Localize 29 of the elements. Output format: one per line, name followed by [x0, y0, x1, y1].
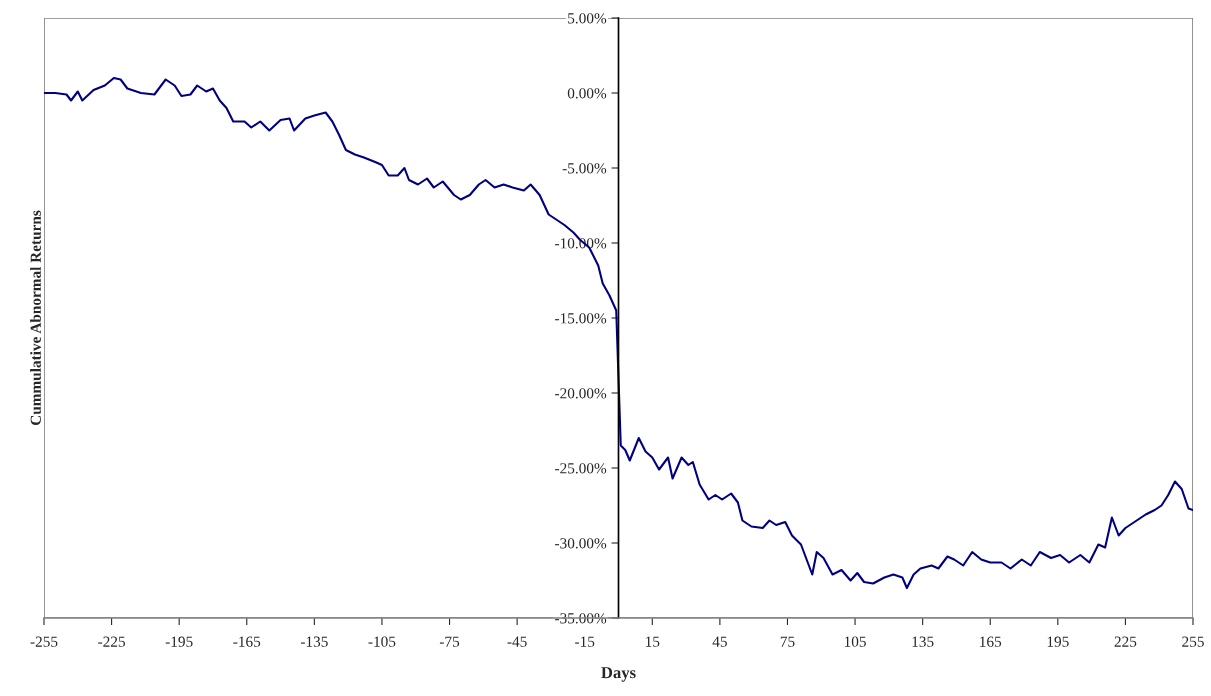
x-tick-label: -165	[233, 636, 261, 647]
x-tick-label: 195	[1047, 636, 1069, 647]
x-tick-label: -75	[439, 636, 460, 647]
x-tick-label: 255	[1182, 636, 1204, 647]
x-tick-label: -105	[368, 636, 396, 647]
y-tick-label: -25.00%	[555, 463, 607, 474]
x-tick-label: -45	[507, 636, 527, 647]
x-tick-label: 225	[1114, 636, 1137, 647]
y-tick-label: -35.00%	[555, 613, 607, 624]
x-tick-label: -255	[30, 636, 58, 647]
x-axis-title: Days	[601, 667, 636, 682]
x-tick-label: 165	[980, 636, 1002, 647]
y-tick-label: -15.00%	[555, 313, 607, 324]
y-tick-label: -30.00%	[555, 538, 607, 549]
x-tick-label: 135	[912, 636, 934, 647]
x-tick-label: -225	[98, 636, 125, 647]
y-axis-title: Cummulative Abnormal Returns	[30, 210, 41, 426]
y-tick-label: 0.00%	[567, 88, 607, 99]
y-tick-label: 5.00%	[568, 13, 607, 24]
x-tick-label: -15	[575, 636, 595, 647]
y-tick-label: -5.00%	[562, 163, 607, 174]
x-tick-label: -195	[165, 636, 193, 647]
x-tick-label: 75	[780, 636, 795, 647]
x-tick-label: 15	[646, 636, 660, 647]
x-tick-label: -135	[300, 636, 328, 647]
x-tick-label: 45	[712, 636, 727, 647]
x-tick-label: 105	[844, 636, 866, 647]
y-tick-label: -20.00%	[555, 388, 607, 399]
line-series	[44, 76, 1193, 590]
